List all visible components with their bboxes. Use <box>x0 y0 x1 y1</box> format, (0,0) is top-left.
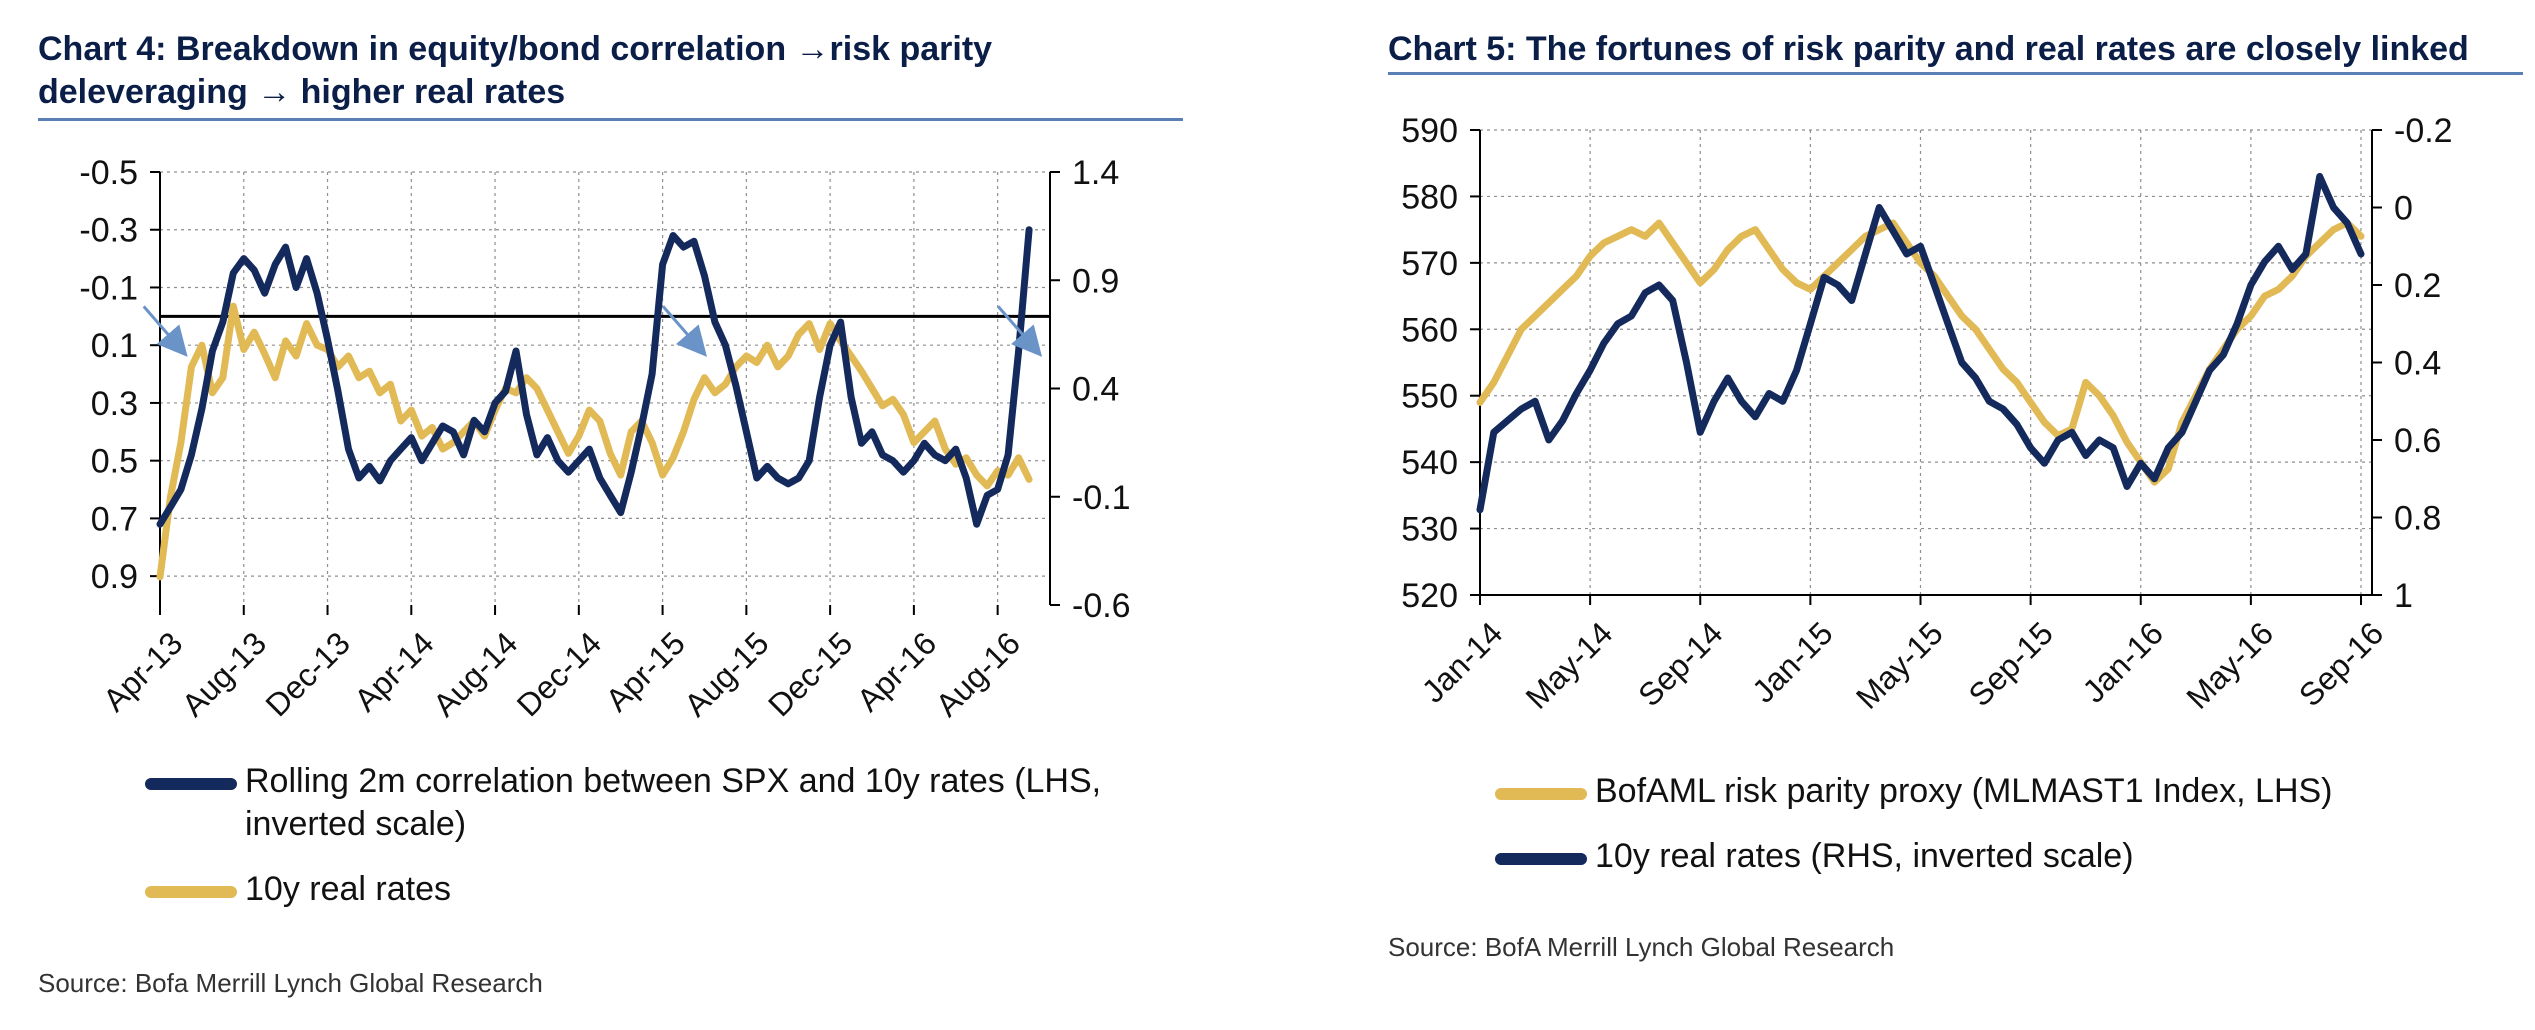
series-line-gold <box>156 302 1033 581</box>
x-tick-label: Dec-15 <box>761 625 859 723</box>
chart-5-plot: 590 580 570 560 550 540 530 520 -0.2 0 0.2 0.4 0.6 0.… <box>1401 112 2453 716</box>
legend-swatch <box>145 886 237 898</box>
left-tick-label: -0.5 <box>79 154 138 192</box>
chart-5-title-line-1: Chart 5: The fortunes of risk parity and… <box>1388 30 2469 68</box>
x-tick-label: Jan-16 <box>2075 615 2170 710</box>
legend-label: Rolling 2m correlation between SPX and 1… <box>245 762 1102 800</box>
left-tick-label: 0.9 <box>91 558 138 596</box>
left-tick-label: 0.3 <box>91 385 138 423</box>
legend-swatch <box>1495 788 1587 800</box>
legend-item: Rolling 2m correlation between SPX and 1… <box>145 760 1101 846</box>
series-line-navy <box>1476 173 2365 514</box>
annotation-arrow <box>661 305 707 357</box>
chart-5-source: Source: BofA Merrill Lynch Global Resear… <box>1388 932 1895 962</box>
chart-5-title-rule <box>1388 72 2523 75</box>
right-tick-label: 0.8 <box>2394 500 2441 538</box>
left-tick-label: -0.3 <box>79 212 138 250</box>
chart-4-legend: Rolling 2m correlation between SPX and 1… <box>145 760 1101 933</box>
chart-5-title: Chart 5: The fortunes of risk parity and… <box>1388 28 2469 71</box>
right-tick-label: 0.4 <box>1072 371 1119 409</box>
x-tick-label: Jan-15 <box>1745 615 1840 710</box>
left-tick-label: 560 <box>1401 311 1458 349</box>
right-tick-label: 0.6 <box>2394 422 2441 460</box>
x-tick-label: Sep-16 <box>2292 615 2390 713</box>
legend-label: BofAML risk parity proxy (MLMAST1 Index,… <box>1595 772 2333 810</box>
left-tick-label: 540 <box>1401 444 1458 482</box>
x-tick-label: Dec-14 <box>510 625 608 723</box>
legend-item: 10y real rates <box>145 868 1101 911</box>
x-tick-label: Apr-15 <box>599 625 692 718</box>
right-tick-label: 0 <box>2394 190 2413 228</box>
legend-label: 10y real rates (RHS, inverted scale) <box>1595 837 2134 875</box>
annotation-arrow <box>142 305 188 357</box>
chart-4-source: Source: Bofa Merrill Lynch Global Resear… <box>38 968 543 998</box>
right-tick-label: 0.4 <box>2394 345 2441 383</box>
right-tick-label: -0.6 <box>1072 587 1131 625</box>
chart-4-plot: -0.5 -0.3 -0.1 0.1 0.3 0.5 0.7 0.9 1.4 0.9 0.4 -0.1… <box>79 154 1131 723</box>
x-tick-label: Aug-15 <box>677 625 775 723</box>
x-tick-label: May-16 <box>2179 615 2280 716</box>
x-tick-label: Apr-16 <box>850 625 943 718</box>
right-tick-label: 0.2 <box>2394 267 2441 305</box>
left-tick-label: 520 <box>1401 577 1458 615</box>
x-tick-label: Aug-14 <box>426 625 524 723</box>
chart-5-legend: BofAML risk parity proxy (MLMAST1 Index,… <box>1495 770 2333 900</box>
annotation-arrow <box>996 305 1043 357</box>
x-tick-label: Jan-14 <box>1415 615 1510 710</box>
chart-4-title: Chart 4: Breakdown in equity/bond correl… <box>38 28 992 114</box>
chart-4-title-line-2: deleveraging → higher real rates <box>38 73 566 111</box>
legend-label: inverted scale) <box>245 805 467 843</box>
left-tick-label: 0.5 <box>91 443 138 481</box>
x-tick-label: Dec-13 <box>258 625 356 723</box>
left-tick-label: 580 <box>1401 178 1458 216</box>
x-tick-label: Apr-13 <box>96 625 189 718</box>
legend-item: 10y real rates (RHS, inverted scale) <box>1495 835 2333 878</box>
left-tick-label: 530 <box>1401 511 1458 549</box>
left-tick-label: 590 <box>1401 112 1458 150</box>
right-tick-label: 1.4 <box>1072 154 1119 192</box>
right-tick-label: -0.1 <box>1072 479 1131 517</box>
x-tick-label: Sep-14 <box>1631 615 1729 713</box>
series-line-gold <box>1476 219 2365 486</box>
legend-item: BofAML risk parity proxy (MLMAST1 Index,… <box>1495 770 2333 813</box>
left-tick-label: 570 <box>1401 245 1458 283</box>
x-tick-label: May-15 <box>1849 615 1950 716</box>
right-tick-label: 1 <box>2394 577 2413 615</box>
right-tick-label: -0.2 <box>2394 112 2453 150</box>
chart-5-panel: Chart 5: The fortunes of risk parity and… <box>1350 0 2535 1030</box>
x-tick-label: Aug-16 <box>929 625 1027 723</box>
x-tick-label: Apr-14 <box>347 625 440 718</box>
left-tick-label: -0.1 <box>79 269 138 307</box>
x-tick-label: May-14 <box>1519 615 1620 716</box>
legend-label: 10y real rates <box>245 870 451 908</box>
left-tick-label: 0.1 <box>91 327 138 365</box>
legend-swatch <box>145 778 237 790</box>
right-tick-label: 0.9 <box>1072 262 1119 300</box>
left-tick-label: 550 <box>1401 378 1458 416</box>
left-tick-label: 0.7 <box>91 500 138 538</box>
legend-swatch <box>1495 853 1587 865</box>
chart-4-title-rule <box>38 118 1183 121</box>
x-tick-label: Sep-15 <box>1962 615 2060 713</box>
chart-4-panel: Chart 4: Breakdown in equity/bond correl… <box>0 0 1200 1030</box>
x-tick-label: Aug-13 <box>175 625 273 723</box>
chart-4-title-line-1: Chart 4: Breakdown in equity/bond correl… <box>38 30 993 68</box>
series-line-navy <box>156 226 1033 528</box>
